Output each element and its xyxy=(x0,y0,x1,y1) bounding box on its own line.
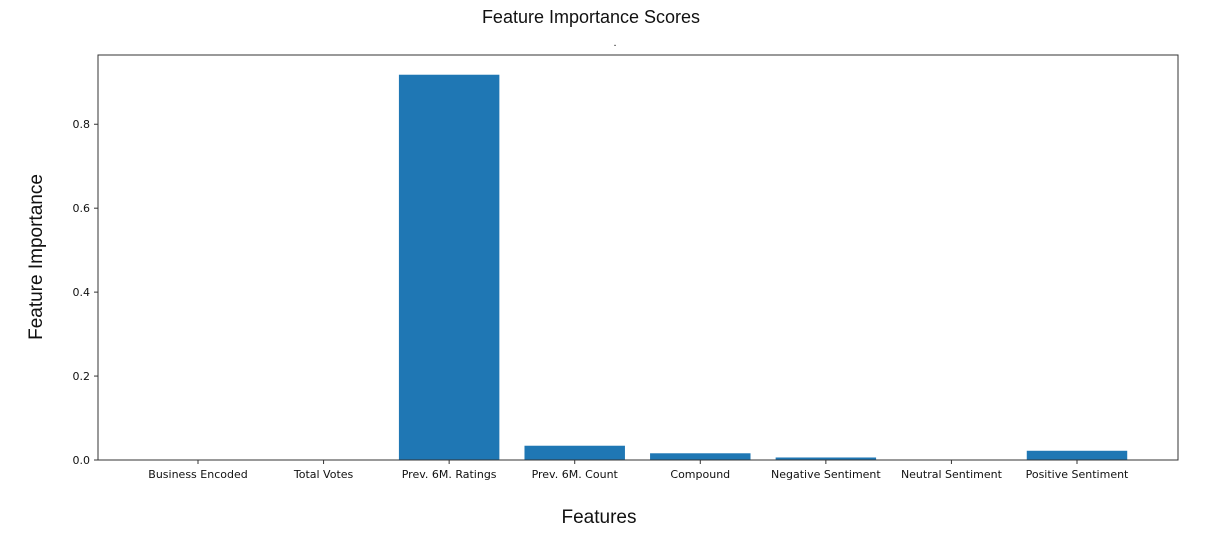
bar-compound xyxy=(650,453,751,460)
x-tick-label: Positive Sentiment xyxy=(1026,468,1129,481)
bars xyxy=(398,74,1128,460)
y-axis-ticks: 0.0 0.2 0.4 0.6 0.8 xyxy=(73,118,98,467)
x-tick-label: Prev. 6M. Count xyxy=(532,468,619,481)
chart-title: Feature Importance Scores xyxy=(482,7,700,27)
x-tick-label: Prev. 6M. Ratings xyxy=(402,468,497,481)
y-tick-label: 0.6 xyxy=(73,202,91,215)
bar-positive-sentiment xyxy=(1026,450,1128,460)
y-axis-label: Feature Importance xyxy=(26,174,47,340)
x-tick-label: Negative Sentiment xyxy=(771,468,881,481)
y-tick-label: 0.8 xyxy=(73,118,91,131)
chart-subtitle: . xyxy=(613,37,616,49)
x-tick-label: Neutral Sentiment xyxy=(901,468,1003,481)
y-tick-label: 0.4 xyxy=(73,286,91,299)
y-tick-label: 0.2 xyxy=(73,370,91,383)
x-axis-label: Features xyxy=(562,507,637,528)
x-axis-ticks: Business Encoded Total Votes Prev. 6M. Rat… xyxy=(148,460,1129,481)
bar-prev-6m-ratings xyxy=(398,74,500,460)
x-tick-label: Compound xyxy=(670,468,730,481)
y-tick-label: 0.0 xyxy=(73,454,91,467)
bar-negative-sentiment xyxy=(775,457,877,460)
bar-prev-6m-count xyxy=(524,445,625,460)
x-tick-label: Total Votes xyxy=(293,468,354,481)
x-tick-label: Business Encoded xyxy=(148,468,247,481)
plot-area-frame xyxy=(97,54,1179,461)
